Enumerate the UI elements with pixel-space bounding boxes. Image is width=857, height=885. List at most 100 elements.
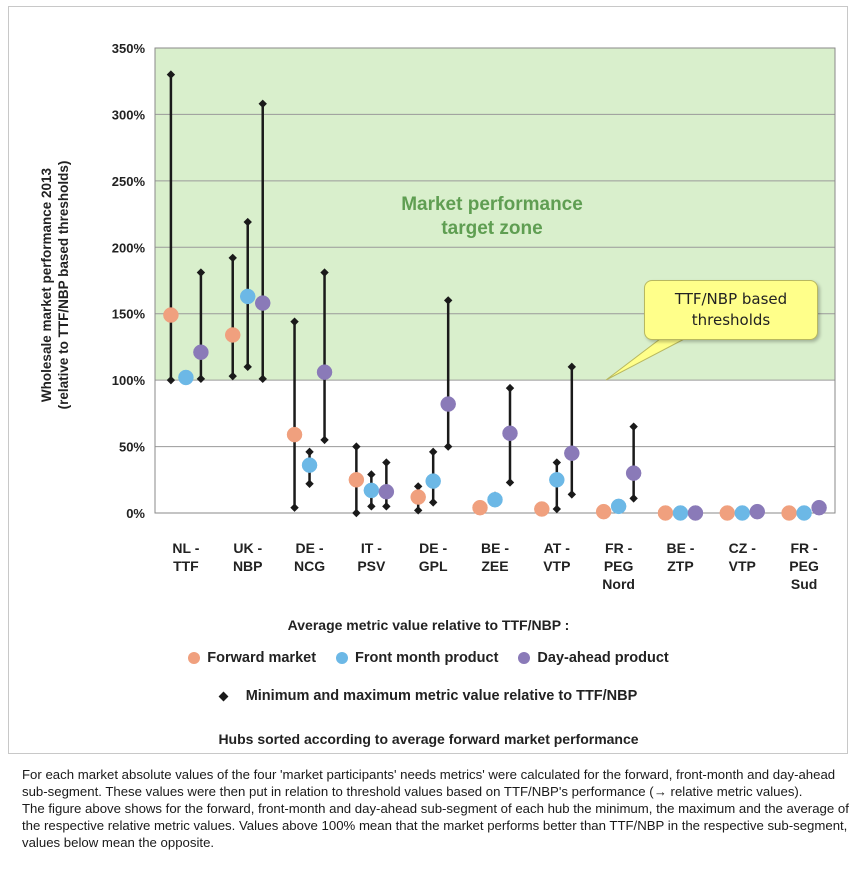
y-tick-label: 100% — [112, 373, 146, 388]
minmax-diamond — [629, 494, 638, 503]
data-point — [687, 505, 704, 521]
minmax-diamond — [352, 442, 361, 451]
minmax-diamond — [505, 478, 515, 487]
y-tick-label: 200% — [112, 240, 146, 255]
data-point — [796, 505, 812, 521]
legend-label-day-ahead: Day-ahead product — [537, 650, 669, 666]
data-point — [224, 327, 241, 343]
minmax-diamond — [367, 470, 376, 479]
minmax-diamond — [552, 458, 562, 467]
y-tick-label: 0% — [126, 506, 145, 521]
data-point — [811, 499, 827, 516]
data-point — [781, 505, 797, 521]
x-tick-label: FR - — [605, 540, 633, 556]
minmax-diamond — [305, 447, 314, 457]
x-tick-label: PEG — [604, 558, 634, 574]
data-point — [254, 295, 271, 311]
minmax-diamond — [320, 435, 329, 445]
minmax-diamond — [196, 374, 206, 384]
data-point — [378, 483, 395, 500]
minmax-diamond — [352, 508, 361, 518]
data-point — [178, 369, 194, 386]
data-point — [657, 505, 674, 521]
x-tick-label: ZTP — [667, 558, 693, 574]
legend-label-forward: Forward market — [207, 650, 317, 666]
day-ahead-marker-icon — [518, 652, 531, 664]
x-tick-label: DE - — [296, 540, 324, 556]
legend-series: Forward market Front month product Day-a… — [0, 650, 857, 666]
data-point — [316, 364, 333, 380]
minmax-diamond — [290, 503, 299, 512]
x-tick-label: VTP — [729, 558, 756, 574]
legend-minmax: Minimum and maximum metric value relativ… — [0, 688, 857, 704]
minmax-diamond — [382, 458, 391, 467]
data-point — [363, 482, 380, 499]
y-axis-label: Wholesale market performance 2013 (relat… — [39, 160, 71, 410]
target-zone-label: Market performance target zone — [401, 194, 583, 239]
x-tick-label: UK - — [233, 540, 262, 556]
x-tick-label: PEG — [789, 558, 819, 574]
minmax-diamond — [367, 502, 376, 511]
chart-svg: 0% 50% 100% 150% 200% 250% 300% 350% NL - TTF UK -… — [112, 41, 836, 592]
description-paragraph-2: The figure above shows for the forward, … — [22, 801, 849, 850]
x-tick-label: GPL — [419, 558, 448, 574]
minmax-diamond — [413, 506, 423, 515]
y-tick-label: 300% — [112, 107, 146, 122]
x-tick-label: NBP — [233, 558, 263, 574]
x-tick-label: BE - — [666, 540, 694, 556]
x-tick-label: NL - — [172, 540, 199, 556]
data-point — [610, 498, 627, 515]
description-text: For each market absolute values of the f… — [22, 766, 852, 851]
x-tick-label: CZ - — [729, 540, 757, 556]
x-tick-label: BE - — [481, 540, 509, 556]
minmax-diamond — [305, 479, 314, 488]
x-tick-label: Sud — [791, 576, 817, 592]
data-point — [749, 503, 766, 520]
data-point — [487, 491, 503, 508]
data-point — [549, 472, 565, 488]
front-month-marker-icon — [336, 652, 349, 664]
x-tick-label: Nord — [602, 576, 635, 592]
minmax-diamond — [258, 374, 267, 384]
plot-border — [154, 47, 836, 514]
x-tick-label: TTF — [173, 558, 199, 574]
x-tick-label: PSV — [357, 558, 386, 574]
legend-item-forward: Forward market — [188, 650, 316, 666]
minmax-diamond — [443, 442, 453, 451]
legend-item-day-ahead: Day-ahead product — [518, 650, 669, 666]
data-point — [472, 499, 488, 516]
x-tick-label: FR - — [790, 540, 818, 556]
data-point — [534, 501, 550, 517]
minmax-diamond — [428, 447, 438, 457]
data-point — [425, 473, 441, 489]
minmax-diamond — [243, 362, 252, 372]
minmax-diamond — [258, 99, 267, 108]
data-point — [301, 457, 318, 473]
data-point — [440, 396, 456, 412]
sorting-note: Hubs sorted according to average forward… — [218, 731, 639, 747]
forward-market-marker-icon — [188, 652, 201, 664]
legend-label-minmax: Minimum and maximum metric value relativ… — [245, 688, 638, 704]
minmax-diamond — [413, 482, 423, 491]
data-point — [719, 505, 736, 521]
x-tick-label: IT - — [361, 540, 382, 556]
minmax-diamond — [290, 317, 299, 326]
legend-label-front-month: Front month product — [355, 650, 499, 666]
x-tick-label: NCG — [294, 558, 325, 574]
data-point — [410, 489, 426, 505]
minmax-diamond — [243, 217, 252, 227]
minmax-diamond — [552, 504, 562, 514]
minmax-diamond — [228, 371, 237, 381]
x-tick-label: VTP — [543, 558, 570, 574]
data-point — [239, 288, 256, 305]
y-tick-label: 350% — [112, 41, 146, 56]
legend-item-front-month: Front month product — [336, 650, 498, 666]
minmax-diamond — [567, 362, 577, 372]
thresholds-callout: TTF/NBP based thresholds — [644, 280, 818, 340]
diamond-marker-icon — [218, 691, 229, 701]
x-tick-label: ZEE — [481, 558, 508, 574]
description-paragraph-1: For each market absolute values of the f… — [22, 767, 836, 799]
data-point — [595, 503, 612, 520]
minmax-diamond — [629, 422, 638, 431]
y-tick-label: 50% — [119, 440, 145, 455]
